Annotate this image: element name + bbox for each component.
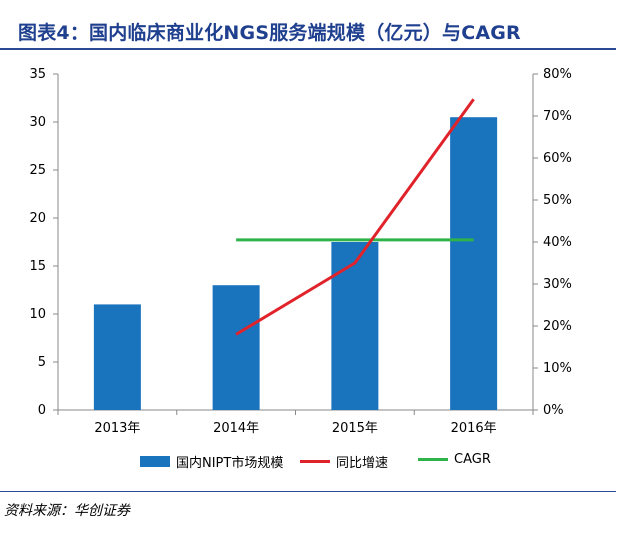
legend-swatch-cagr xyxy=(418,458,448,461)
right-tick-label: 20% xyxy=(543,319,572,334)
left-tick-label: 0 xyxy=(38,403,46,418)
x-tick-label: 2015年 xyxy=(332,421,378,436)
right-tick-label: 30% xyxy=(543,277,572,292)
source-note: 资料来源：华创证券 xyxy=(4,503,130,519)
bar-2013年 xyxy=(93,304,141,410)
lines xyxy=(235,98,475,336)
bar-2015年 xyxy=(331,242,379,410)
right-tick-label: 60% xyxy=(543,151,572,166)
legend-label-cagr: CAGR xyxy=(454,452,491,467)
legend-label-growth: 同比增速 xyxy=(336,456,389,471)
legend-label-bar: 国内NIPT市场规模 xyxy=(176,456,284,471)
left-tick-label: 20 xyxy=(29,211,46,226)
chart: 0 5 10 15 20 25 30 35 0% 10% 20% 30% 40% 50% 60% 70% 80%… xyxy=(29,67,571,436)
x-tick-label: 2016年 xyxy=(451,421,497,436)
left-tick-label: 5 xyxy=(38,355,46,370)
left-tick-label: 10 xyxy=(29,307,46,322)
right-tick-label: 0% xyxy=(543,403,564,418)
legend-item-growth: 同比增速 xyxy=(300,452,388,471)
x-tick-label: 2013年 xyxy=(94,421,140,436)
left-tick-label: 25 xyxy=(29,163,46,178)
tick-labels: 0 5 10 15 20 25 30 35 0% 10% 20% 30% 40% 50% 60% 70% 80%… xyxy=(29,67,571,436)
growth-rate-line xyxy=(235,98,475,336)
legend-swatch-bar xyxy=(140,456,170,467)
left-tick-label: 30 xyxy=(29,115,46,130)
right-tick-label: 70% xyxy=(543,109,572,124)
right-tick-label: 80% xyxy=(543,67,572,82)
left-tick-label: 15 xyxy=(29,259,46,274)
right-tick-label: 50% xyxy=(543,193,572,208)
bar-2016年 xyxy=(450,117,498,410)
left-tick-label: 35 xyxy=(29,67,46,82)
figure-title: 图表4：国内临床商业化NGS服务端规模（亿元）与CAGR xyxy=(18,22,521,44)
bars xyxy=(93,117,498,410)
legend-swatch-growth xyxy=(300,460,330,463)
footer-rule xyxy=(0,491,616,492)
legend: 国内NIPT市场规模 同比增速 CAGR xyxy=(0,452,616,474)
right-tick-label: 40% xyxy=(543,235,572,250)
x-tick-label: 2014年 xyxy=(213,421,259,436)
legend-item-cagr: CAGR xyxy=(418,452,491,467)
title-rule xyxy=(0,48,616,50)
right-tick-label: 10% xyxy=(543,361,572,376)
bar-2014年 xyxy=(212,285,260,410)
legend-item-bar: 国内NIPT市场规模 xyxy=(140,452,283,471)
